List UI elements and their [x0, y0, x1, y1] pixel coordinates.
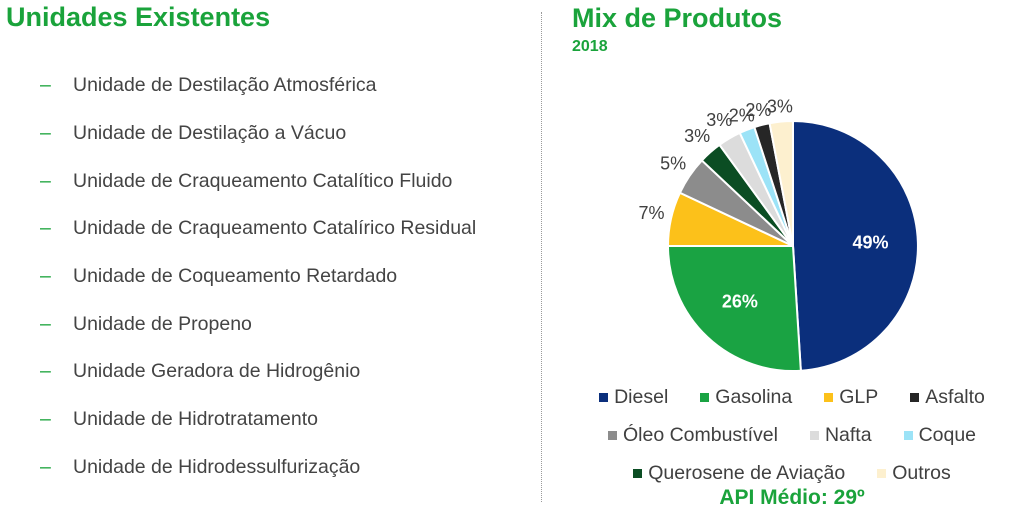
- legend-item: Gasolina: [700, 386, 792, 409]
- bullet-dash: –: [40, 74, 51, 97]
- unit-list-item: – Unidade de Hidrodessulfurização: [40, 444, 476, 492]
- legend-label: Coque: [918, 423, 977, 446]
- legend-label: GLP: [839, 385, 879, 408]
- legend-label: Óleo Combustível: [622, 423, 778, 446]
- bullet-dash: –: [40, 455, 51, 478]
- legend-item: Nafta: [809, 423, 872, 447]
- unit-label: Unidade de Destilação a Vácuo: [73, 122, 347, 145]
- unit-label: Unidade de Hidrodessulfurização: [73, 455, 361, 478]
- unit-list-item: – Unidade de Hidrotratamento: [40, 396, 476, 444]
- pie-data-label: 26%: [722, 291, 758, 311]
- unit-list-item: – Unidade de Propeno: [40, 300, 476, 348]
- unit-list-item: – Unidade de Coqueamento Retardado: [40, 253, 476, 301]
- legend-swatch: [910, 392, 920, 402]
- pie-data-label: 49%: [852, 232, 888, 252]
- legend-swatch: [809, 430, 819, 440]
- pie-data-label: 7%: [638, 203, 664, 223]
- product-mix-pie-chart: 49%26%7%5%3%3%2%2%3%: [638, 96, 919, 372]
- legend-item: Querosene de Aviação: [633, 462, 845, 485]
- unit-list-item: – Unidade Geradora de Hidrogênio: [40, 348, 476, 396]
- legend-swatch: [633, 468, 643, 478]
- pie-slice-outros: [768, 119, 794, 247]
- existing-units-panel: Unidades Existentes – Unidade de Destilaç…: [6, 2, 476, 491]
- legend-item: Outros: [877, 462, 951, 485]
- api-average-label: API Médio: 29º: [719, 486, 865, 509]
- legend-swatch: [877, 468, 887, 478]
- bullet-dash: –: [40, 312, 51, 335]
- unit-label: Unidade de Hidrotratamento: [73, 408, 318, 431]
- unit-label: Unidade de Craqueamento Catalírico Resid…: [73, 217, 477, 240]
- bullet-dash: –: [40, 122, 51, 145]
- legend-item: GLP: [824, 386, 878, 409]
- dotted-divider: [541, 12, 542, 502]
- existing-units-title: Unidades Existentes: [6, 2, 271, 32]
- bullet-dash: –: [40, 217, 51, 240]
- pie-slice-diesel: [792, 119, 919, 372]
- legend-label: Diesel: [614, 385, 669, 408]
- legend-item: Diesel: [599, 386, 668, 409]
- product-mix-title: Mix de Produtos: [572, 3, 783, 33]
- legend-label: Asfalto: [925, 385, 985, 408]
- units-list: – Unidade de Destilação Atmosférica – Unida…: [40, 62, 476, 491]
- unit-list-item: – Unidade de Craqueamento Catalítico Flui…: [40, 157, 476, 205]
- legend-label: Nafta: [824, 423, 872, 446]
- bullet-dash: –: [40, 265, 51, 288]
- bullet-dash: –: [40, 169, 51, 192]
- unit-label: Unidade de Craqueamento Catalítico Fluid…: [73, 169, 453, 192]
- legend-swatch: [903, 430, 913, 440]
- pie-data-label: 2%: [729, 106, 755, 126]
- unit-list-item: – Unidade de Craqueamento Catalírico Resi…: [40, 205, 476, 253]
- legend-row: Óleo Combustível Nafta Coque: [560, 416, 1024, 454]
- pie-data-label: 3%: [706, 110, 732, 130]
- legend-label: Outros: [892, 461, 951, 484]
- pie-legend: Diesel Gasolina GLP Asfalto Óleo Combustível…: [560, 378, 1024, 492]
- legend-item: Asfalto: [910, 386, 985, 409]
- legend-swatch: [824, 392, 834, 402]
- legend-label: Querosene de Aviação: [648, 461, 846, 484]
- product-mix-year: 2018: [572, 38, 608, 55]
- bullet-dash: –: [40, 408, 51, 431]
- pie-data-label: 3%: [767, 96, 793, 116]
- legend-swatch: [599, 392, 609, 402]
- legend-row: Diesel Gasolina GLP Asfalto: [560, 378, 1024, 416]
- pie-slice-gasolina: [666, 245, 802, 372]
- legend-item: Coque: [903, 423, 977, 447]
- legend-swatch: [700, 392, 710, 402]
- legend-item: Óleo Combustível: [607, 423, 778, 447]
- unit-label: Unidade de Destilação Atmosférica: [73, 74, 377, 97]
- unit-list-item: – Unidade de Destilação a Vácuo: [40, 110, 476, 158]
- unit-label: Unidade de Coqueamento Retardado: [73, 265, 398, 288]
- pie-data-label: 2%: [745, 100, 771, 120]
- pie-data-label: 5%: [660, 153, 686, 173]
- bullet-dash: –: [40, 360, 51, 383]
- unit-label: Unidade de Propeno: [73, 312, 252, 335]
- unit-label: Unidade Geradora de Hidrogênio: [73, 360, 361, 383]
- unit-list-item: – Unidade de Destilação Atmosférica: [40, 62, 476, 110]
- pie-data-label: 3%: [684, 126, 710, 146]
- legend-row: Querosene de Aviação Outros: [560, 454, 1024, 492]
- legend-label: Gasolina: [715, 385, 793, 408]
- legend-swatch: [607, 430, 617, 440]
